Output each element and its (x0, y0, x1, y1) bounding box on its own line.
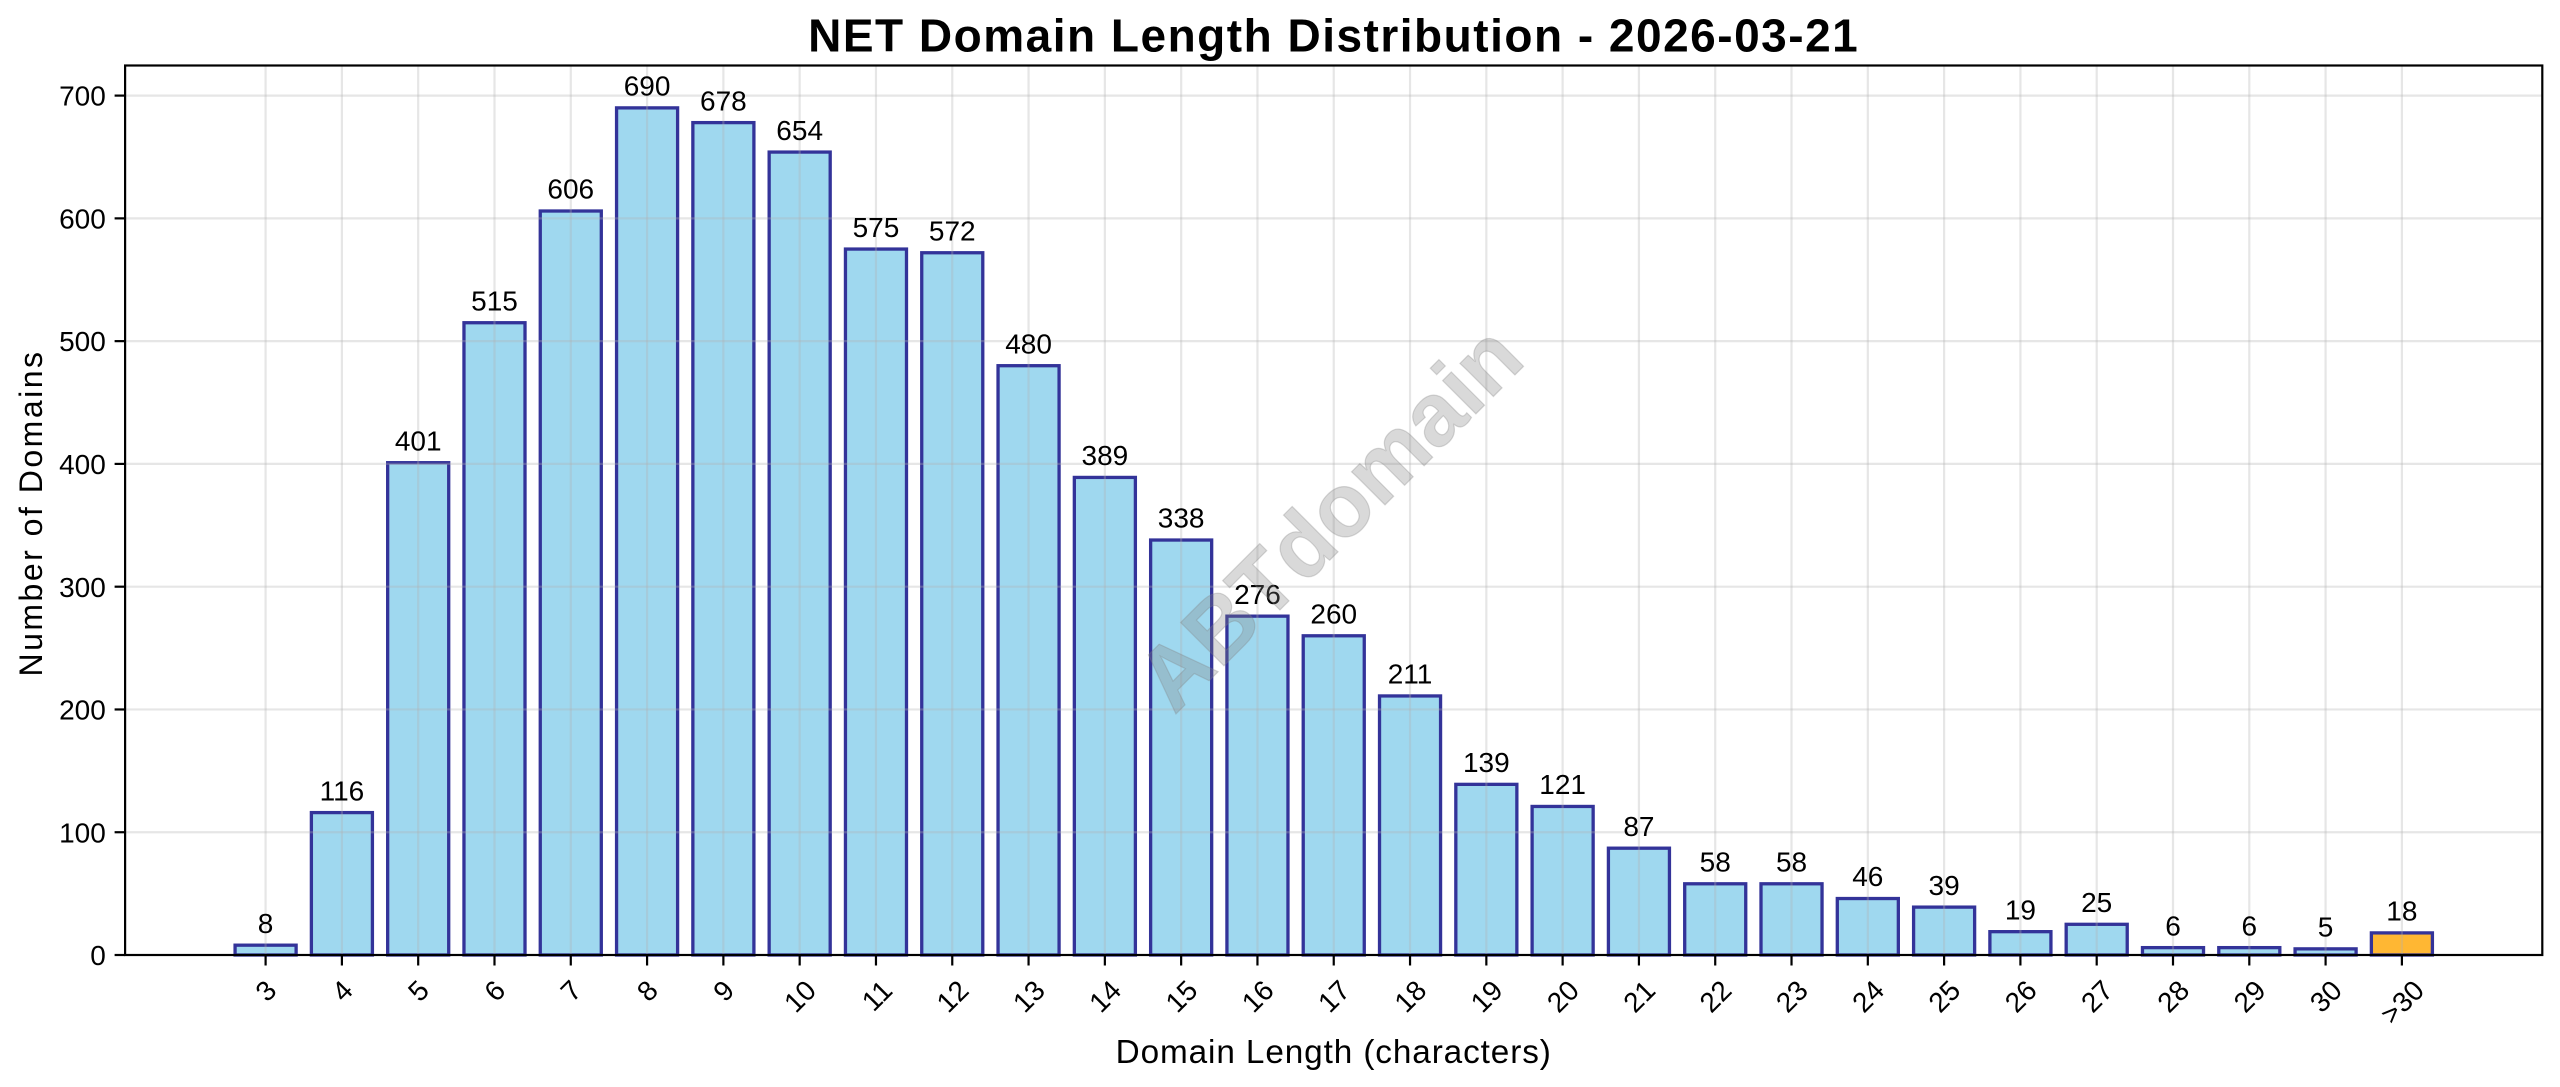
svg-text:700: 700 (59, 81, 106, 112)
svg-text:6: 6 (2165, 910, 2181, 941)
svg-text:678: 678 (700, 85, 747, 116)
svg-text:58: 58 (1700, 846, 1731, 877)
svg-text:211: 211 (1388, 659, 1433, 690)
svg-text:25: 25 (2081, 887, 2112, 918)
svg-text:300: 300 (59, 572, 106, 603)
svg-text:5: 5 (2318, 912, 2334, 943)
svg-text:400: 400 (59, 449, 106, 480)
svg-text:18: 18 (2386, 896, 2417, 927)
svg-text:8: 8 (258, 908, 274, 939)
svg-text:389: 389 (1082, 440, 1129, 471)
svg-text:654: 654 (776, 115, 823, 146)
svg-text:39: 39 (1929, 870, 1960, 901)
svg-text:600: 600 (59, 203, 106, 234)
svg-text:46: 46 (1852, 861, 1883, 892)
svg-text:690: 690 (624, 71, 671, 102)
svg-text:Number of Domains: Number of Domains (13, 349, 49, 676)
svg-text:NET Domain Length Distribution: NET Domain Length Distribution - 2026-03… (808, 10, 1859, 62)
svg-text:575: 575 (853, 212, 900, 243)
svg-text:606: 606 (547, 174, 594, 205)
svg-text:6: 6 (2242, 910, 2258, 941)
svg-text:515: 515 (471, 285, 518, 316)
svg-text:100: 100 (59, 817, 106, 848)
svg-text:338: 338 (1158, 503, 1205, 534)
svg-text:121: 121 (1539, 769, 1586, 800)
svg-text:58: 58 (1776, 846, 1807, 877)
svg-text:Domain Length (characters): Domain Length (characters) (1116, 1034, 1552, 1071)
svg-text:0: 0 (90, 940, 106, 971)
svg-text:116: 116 (320, 775, 365, 806)
svg-text:19: 19 (2005, 894, 2036, 925)
svg-text:480: 480 (1005, 328, 1052, 359)
svg-text:500: 500 (59, 326, 106, 357)
svg-text:139: 139 (1463, 747, 1510, 778)
svg-text:276: 276 (1234, 579, 1281, 610)
svg-text:401: 401 (395, 425, 442, 456)
svg-text:87: 87 (1623, 811, 1654, 842)
svg-text:200: 200 (59, 695, 106, 726)
svg-text:260: 260 (1310, 598, 1357, 629)
svg-text:572: 572 (929, 215, 976, 246)
